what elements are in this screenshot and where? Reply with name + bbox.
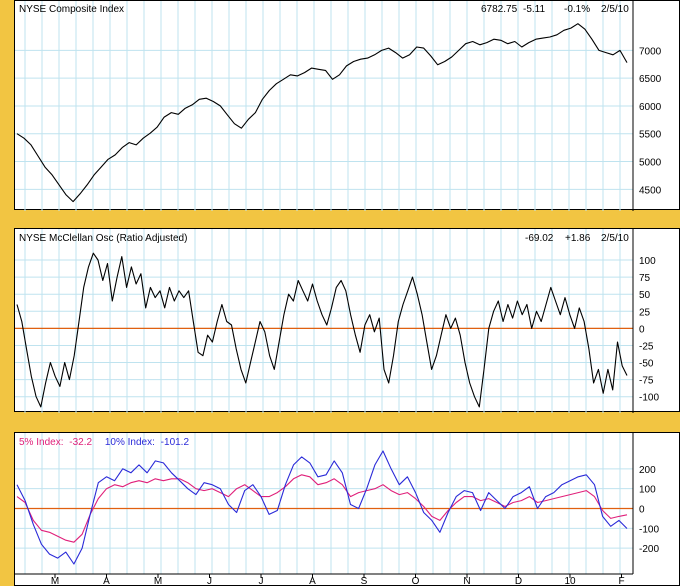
y-tick-label: -25	[639, 341, 654, 352]
y-tick-label: 7000	[639, 46, 662, 57]
x-tick-label: O	[412, 576, 420, 587]
x-tick-label: D	[515, 576, 522, 587]
y-tick-label: 4500	[639, 185, 662, 196]
x-tick-label: S	[361, 576, 368, 587]
y-tick-label: 25	[639, 307, 651, 318]
y-tick-label: 200	[639, 465, 656, 476]
x-tick-label: J	[207, 576, 212, 587]
y-tick-label: -50	[639, 359, 654, 370]
y-tick-label: -100	[639, 524, 659, 535]
x-tick-label: A	[309, 576, 316, 587]
y-tick-label: -75	[639, 376, 654, 387]
oscillator-readout-last: -69.02	[525, 233, 554, 244]
oscillator-chart: 100 75 50 25 0 -25 -50 -75 -100 NYSE McClellan O…	[15, 229, 659, 413]
x-tick-label: A	[103, 576, 110, 587]
oscillator-readout-change: +1.86	[565, 233, 591, 244]
price-readout-pct: -0.1%	[564, 4, 590, 15]
x-tick-label: M	[154, 576, 162, 587]
y-tick-label: 6500	[639, 74, 662, 85]
x-tick-label: M	[51, 576, 59, 587]
y-tick-label: 5000	[639, 158, 662, 169]
legend-5pct-value: -32.2	[69, 437, 92, 448]
price-chart-title: NYSE Composite Index	[19, 4, 124, 15]
price-chart: 7000 6500 6000 5500 5000 4500 NYSE Composite …	[15, 1, 662, 211]
legend-10pct-name: 10% Index:	[105, 437, 155, 448]
x-tick-label: F	[618, 576, 624, 587]
y-tick-label: 50	[639, 290, 651, 301]
breadth-panel: 200 100 0 -100 -200 M A M J J A S O N D 10 F 5% Index: …	[14, 432, 680, 587]
oscillator-series-line	[16, 252, 628, 408]
oscillator-chart-title: NYSE McClellan Osc (Ratio Adjusted)	[19, 233, 187, 244]
y-tick-label: -100	[639, 393, 659, 404]
oscillator-panel: 100 75 50 25 0 -25 -50 -75 -100 NYSE McClellan O…	[14, 228, 680, 413]
y-tick-label: 6000	[639, 102, 662, 113]
y-tick-label: 0	[639, 505, 645, 516]
y-tick-label: -200	[639, 544, 659, 555]
x-tick-label: 10	[564, 576, 576, 587]
pct5-series-line	[16, 474, 628, 543]
price-panel: 7000 6500 6000 5500 5000 4500 NYSE Composite …	[14, 0, 680, 211]
y-tick-label: 100	[639, 256, 656, 267]
price-readout-last: 6782.75	[481, 4, 518, 15]
price-series-line	[16, 23, 628, 203]
legend-10pct-value: -101.2	[161, 437, 190, 448]
legend-5pct: 5% Index: -32.2 10% Index: -101.2	[19, 437, 189, 448]
x-tick-label: J	[259, 576, 264, 587]
y-tick-label: 75	[639, 273, 651, 284]
x-tick-label: N	[463, 576, 470, 587]
legend-5pct-name: 5% Index:	[19, 437, 63, 448]
y-tick-label: 5500	[639, 130, 662, 141]
y-tick-label: 100	[639, 485, 656, 496]
price-readout-change: -5.11	[523, 4, 545, 15]
price-readout-date: 2/5/10	[601, 4, 629, 15]
pct10-series-line	[16, 450, 628, 565]
oscillator-readout-date: 2/5/10	[601, 233, 629, 244]
breadth-chart: 200 100 0 -100 -200 M A M J J A S O N D 10 F 5% Index: …	[15, 433, 659, 587]
y-tick-label: 0	[639, 324, 645, 335]
